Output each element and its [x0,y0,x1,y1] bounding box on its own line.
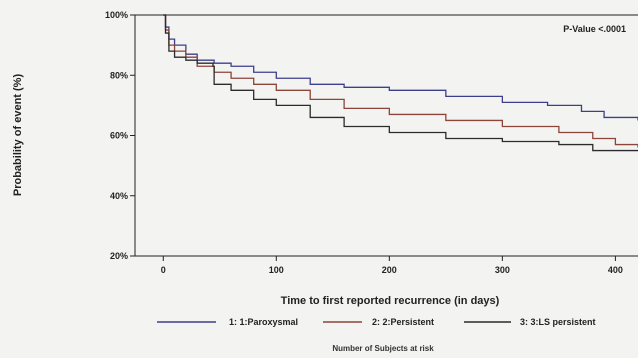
x-tick-label: 400 [608,265,623,275]
x-tick-label: 300 [495,265,510,275]
x-tick-label: 200 [382,265,397,275]
legend-item: 3: 3:LS persistent [464,317,596,327]
y-tick-label: 100% [105,10,128,20]
y-tick-label: 60% [110,131,128,141]
x-axis-ticks: 0 100 200 300 400 [161,256,623,275]
y-tick-label: 20% [110,251,128,261]
p-value-annotation: P-Value <.0001 [563,24,626,34]
legend-label: 2: 2:Persistent [372,317,434,327]
legend-label: 3: 3:LS persistent [520,317,596,327]
series-line-2 [163,14,638,148]
series-line-3 [163,14,638,152]
plot-lines [163,14,638,152]
axes [134,14,638,257]
legend: 1: 1:Paroxysmal 2: 2:Persistent 3: 3:LS pe… [157,317,596,327]
legend-label: 1: 1:Paroxysmal [229,317,298,327]
y-axis-title: Probability of event (%) [12,74,24,197]
x-axis-title: Time to first reported recurrence (in da… [281,295,500,307]
y-tick-label: 80% [110,70,128,80]
y-tick-label: 40% [110,191,128,201]
legend-item: 1: 1:Paroxysmal [157,317,298,327]
y-axis-ticks: 100% 80% 60% 40% 20% [105,10,135,261]
x-tick-label: 0 [161,265,166,275]
legend-item: 2: 2:Persistent [323,317,434,327]
x-tick-label: 100 [269,265,284,275]
risk-table-title: Number of Subjects at risk [332,344,434,353]
